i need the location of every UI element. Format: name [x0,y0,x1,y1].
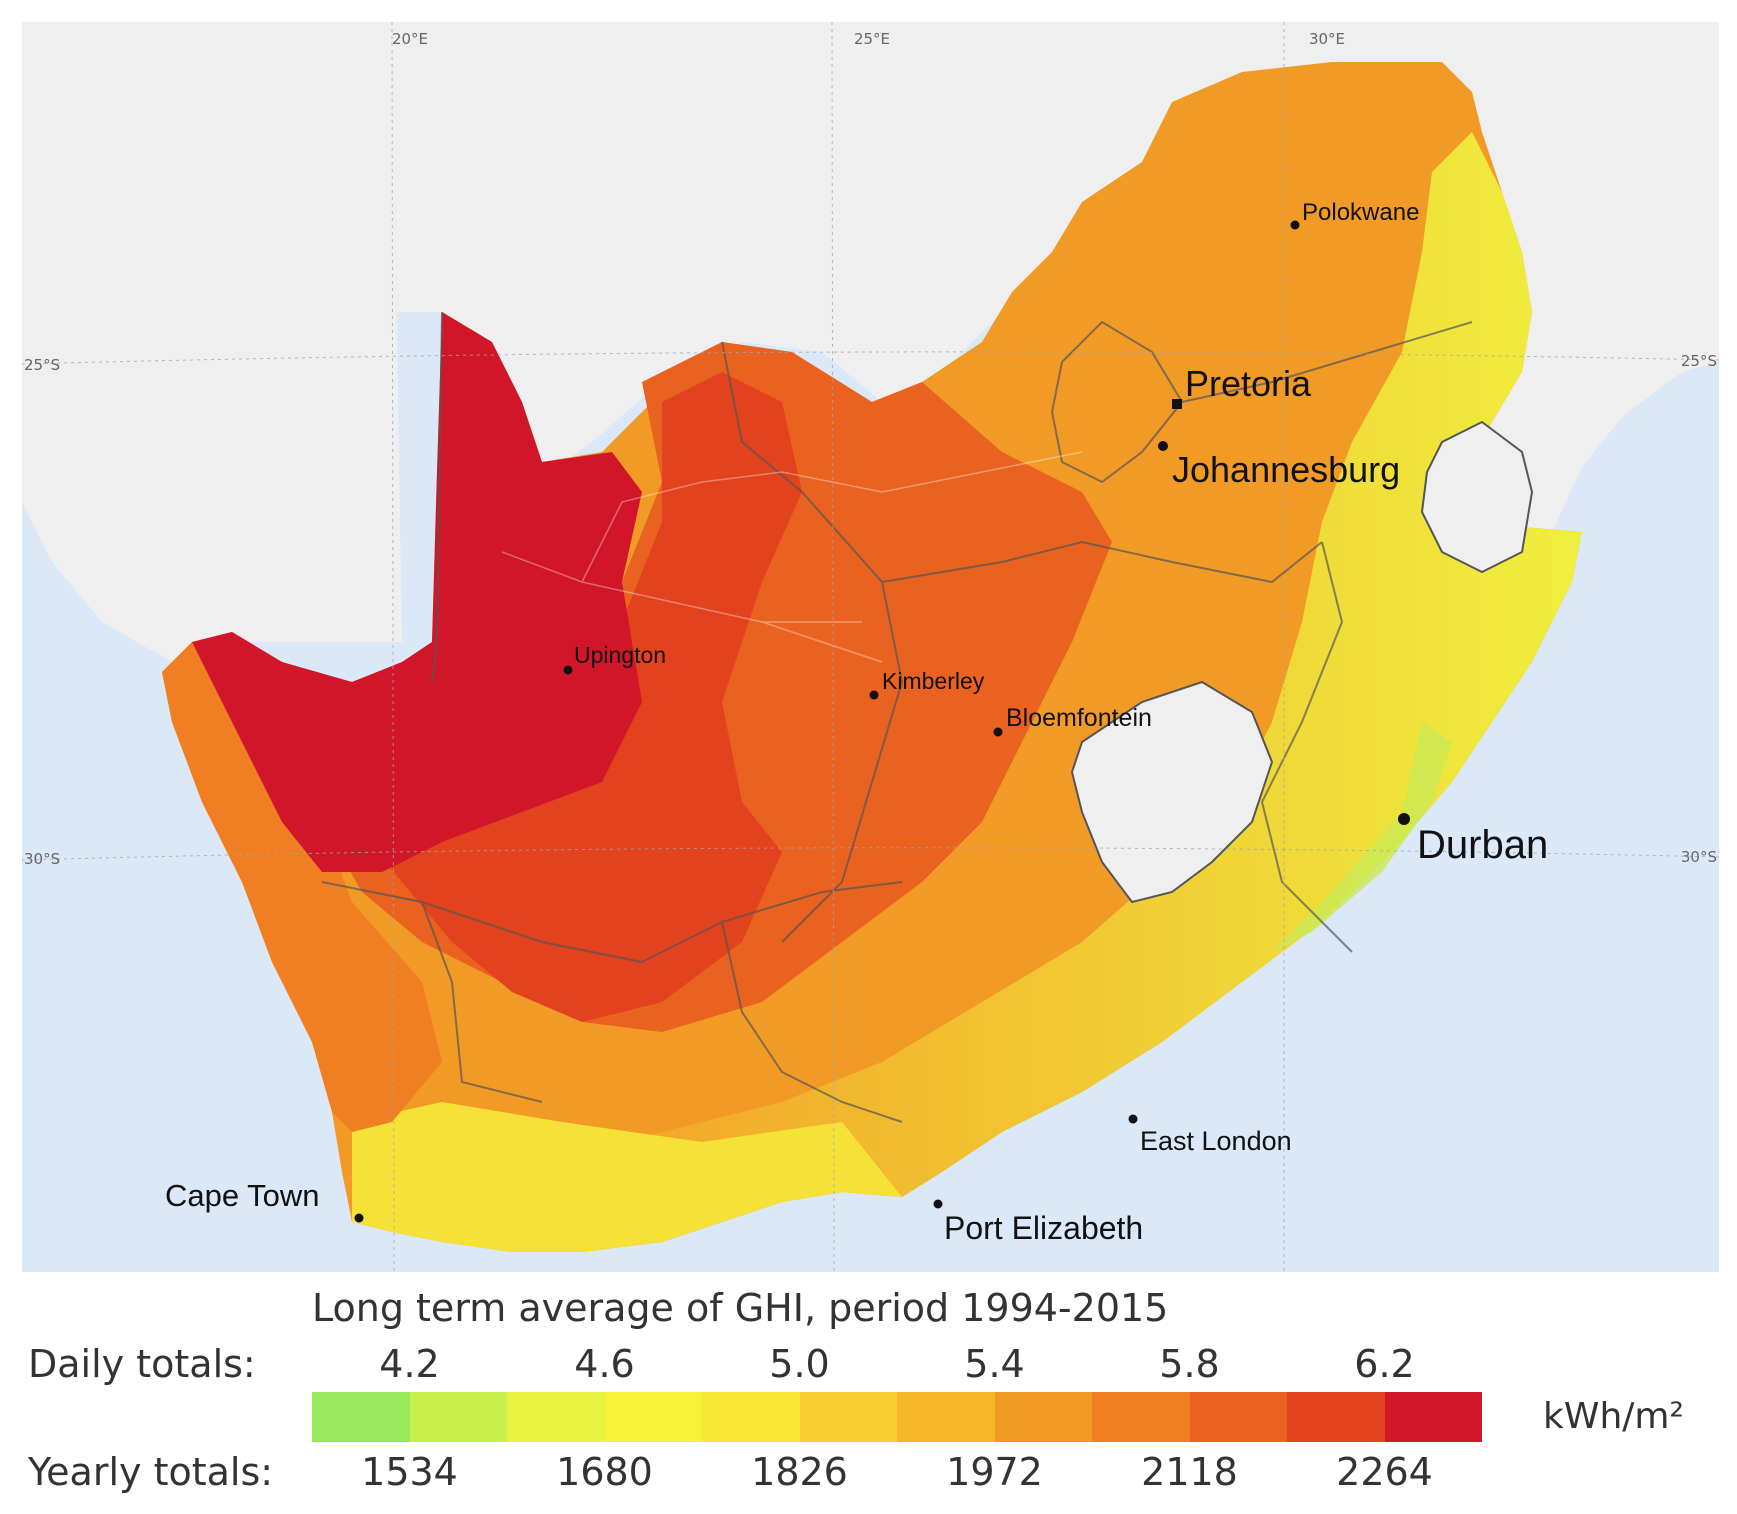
coord-lat-30-right: 30°S [1681,848,1717,866]
color-scale-segment [1384,1392,1482,1442]
daily-tick-label: 4.6 [574,1342,635,1386]
rivers [501,451,1083,663]
city-label-bloemfontein: Bloemfontein [1006,704,1152,732]
city-marker [1398,813,1410,825]
green-coast-zone [1272,722,1452,952]
city-label-upington: Upington [574,642,666,668]
daily-tick-label: 6.2 [1354,1342,1415,1386]
city-marker [354,1213,364,1223]
south-coast-zone [352,1102,902,1252]
city-label-kimberley: Kimberley [882,668,985,694]
color-scale-segment [507,1392,605,1442]
graticule [22,22,1719,1272]
coord-lat-30-left: 30°S [24,850,60,868]
yearly-tick-label: 1826 [751,1450,848,1494]
city-kimberley[interactable]: Kimberley [869,668,985,700]
daily-totals-label: Daily totals: [28,1342,256,1386]
map-frame[interactable]: 20°E 25°E 30°E 25°S 25°S 30°S 30°S Polok… [22,22,1719,1272]
daily-tick-label: 4.2 [379,1342,440,1386]
coord-lon-30: 30°E [1309,30,1345,48]
yearly-totals-label: Yearly totals: [28,1450,274,1494]
city-east-london[interactable]: East London [1128,1114,1292,1157]
city-label-polokwane: Polokwane [1302,199,1419,226]
daily-tick-label: 5.0 [769,1342,830,1386]
daily-tick-label: 5.4 [964,1342,1025,1386]
city-durban[interactable]: Durban [1398,813,1548,867]
coord-lon-25: 25°E [854,30,890,48]
city-label-cape-town: Cape Town [165,1178,320,1213]
city-marker [1158,441,1168,451]
city-marker [933,1199,943,1209]
neighbor-land-north [392,22,1502,512]
city-port-elizabeth[interactable]: Port Elizabeth [933,1199,1144,1247]
city-marker [1290,220,1300,230]
color-scale-segment [897,1392,995,1442]
eswatini [1420,420,1534,574]
city-cape-town[interactable]: Cape Town [165,1178,364,1223]
city-marker [869,690,879,700]
city-label-johannesburg: Johannesburg [1172,449,1400,490]
yearly-tick-label: 1534 [361,1450,458,1494]
city-upington[interactable]: Upington [563,642,667,675]
city-label-east-london: East London [1140,1126,1292,1156]
color-scale-segment [1287,1392,1385,1442]
color-scale-segment [604,1392,702,1442]
city-marker [1172,399,1182,409]
city-label-pretoria: Pretoria [1185,363,1312,404]
coord-lat-25-right: 25°S [1681,352,1717,370]
color-scale-segment [994,1392,1092,1442]
yearly-tick-label: 1680 [556,1450,653,1494]
color-scale-segment [799,1392,897,1442]
daily-tick-label: 5.8 [1159,1342,1220,1386]
color-scale-segment [1092,1392,1190,1442]
city-marker [563,665,573,675]
city-marker [1128,1114,1138,1124]
lesotho [1070,680,1274,904]
city-label-port-elizabeth: Port Elizabeth [944,1210,1143,1246]
province-borders [321,311,1473,1123]
city-bloemfontein[interactable]: Bloemfontein [993,704,1152,737]
color-scale-bar [312,1392,1482,1442]
city-johannesburg[interactable]: Johannesburg [1158,441,1400,490]
yearly-tick-label: 2118 [1141,1450,1238,1494]
coord-lat-25-left: 25°S [24,356,60,374]
color-scale-segment [312,1392,410,1442]
yearly-tick-label: 2264 [1336,1450,1433,1494]
color-scale-segment [1189,1392,1287,1442]
city-marker [993,727,1003,737]
coord-lon-20: 20°E [392,30,428,48]
city-pretoria[interactable]: Pretoria [1172,363,1312,409]
city-label-durban: Durban [1417,823,1548,867]
unit-label: kWh/m² [1543,1396,1684,1437]
northern-cape-red-zone [192,312,642,872]
yearly-tick-label: 1972 [946,1450,1043,1494]
legend-title: Long term average of GHI, period 1994-20… [312,1286,1169,1330]
west-cape-zone [162,632,442,1132]
irradiance-map[interactable]: 20°E 25°E 30°E 25°S 25°S 30°S 30°S Polok… [22,22,1719,1272]
color-scale-segment [702,1392,800,1442]
color-scale-segment [409,1392,507,1442]
east-coast-zone [462,132,1582,1252]
city-polokwane[interactable]: Polokwane [1290,199,1420,230]
